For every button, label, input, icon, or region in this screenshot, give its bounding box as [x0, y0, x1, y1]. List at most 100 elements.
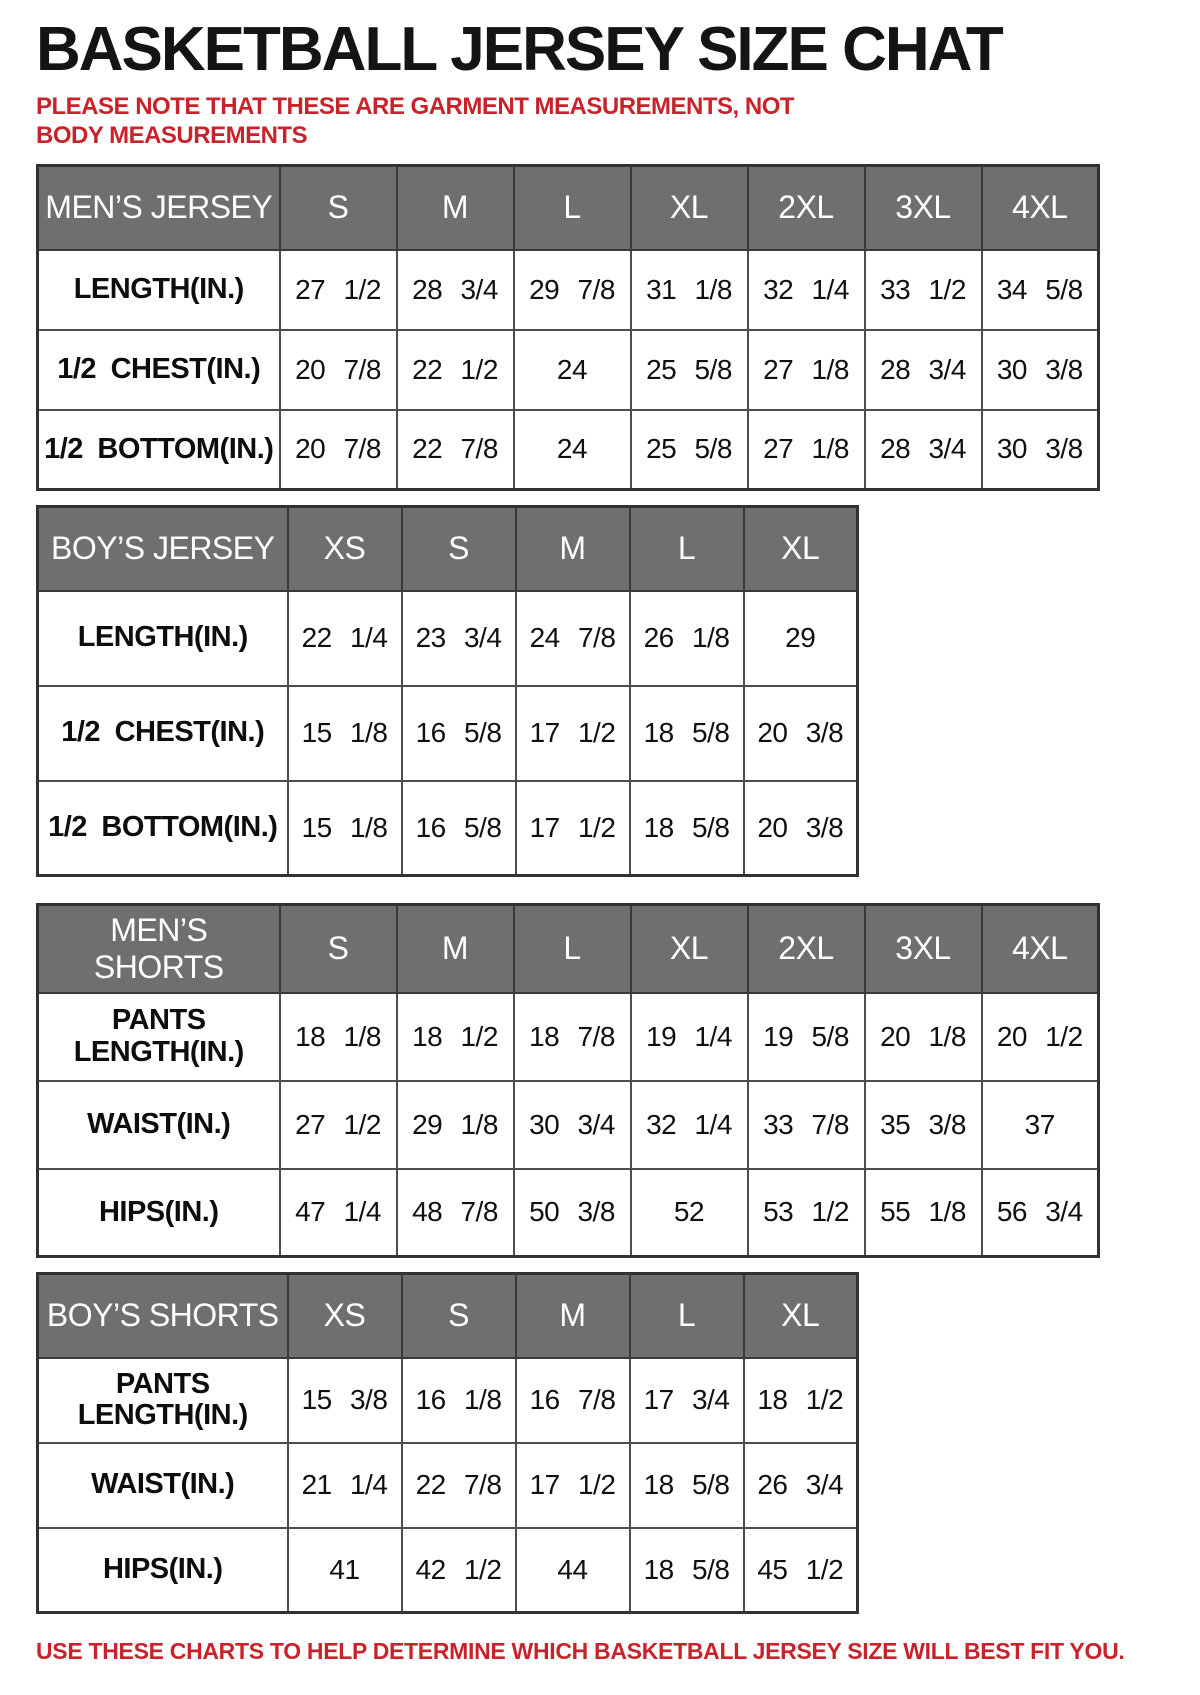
measurement-value-cell: 18 1/8 — [278, 991, 398, 1082]
size-header-cell: L — [512, 164, 632, 251]
measurement-label-cell: 1/2 CHEST(IN.) — [36, 328, 281, 411]
measurement-row: LENGTH(IN.) 27 1/2 28 3/4 29 7/8 31 1/8 32 1/… — [36, 248, 1100, 331]
measurement-row: HIPS(IN.) 47 1/4 48 7/8 50 3/8 52 53 1/2 55 1/… — [36, 1167, 1100, 1258]
measurement-value-cell: 35 3/8 — [863, 1079, 983, 1170]
measurement-row: PANTS LENGTH(IN.) 18 1/8 18 1/2 18 7/8 19 1/… — [36, 991, 1100, 1082]
measurement-value-cell: 20 3/8 — [742, 684, 859, 782]
size-header-cell: 4XL — [980, 164, 1100, 251]
measurement-value-cell: 19 5/8 — [746, 991, 866, 1082]
measurement-row: WAIST(IN.) 27 1/2 29 1/8 30 3/4 32 1/4 33 7/8… — [36, 1079, 1100, 1170]
measurement-value-cell: 28 3/4 — [395, 248, 515, 331]
size-header-cell: XL — [629, 164, 749, 251]
measurement-row: LENGTH(IN.) 22 1/4 23 3/4 24 7/8 26 1/8 29 — [36, 589, 859, 687]
measurement-value-cell: 44 — [514, 1526, 631, 1614]
measurement-value-cell: 29 — [742, 589, 859, 687]
tables-container: MEN’S JERSEY S M L XL 2XL 3XL 4XL LENGTH(IN.) 27 … — [36, 164, 1170, 1614]
measurement-value-cell: 18 5/8 — [628, 1526, 745, 1614]
table-title-cell: MEN’S SHORTS — [36, 903, 281, 994]
measurement-value-cell: 28 3/4 — [863, 408, 983, 491]
measurement-value-cell: 30 3/4 — [512, 1079, 632, 1170]
table-title-cell: BOY’S SHORTS — [36, 1272, 289, 1359]
size-header-cell: XS — [286, 1272, 403, 1359]
measurement-row: 1/2 CHEST(IN.) 15 1/8 16 5/8 17 1/2 18 5/8 20… — [36, 684, 859, 782]
measurement-value-cell: 47 1/4 — [278, 1167, 398, 1258]
size-header-cell: L — [628, 505, 745, 592]
measurement-value-cell: 15 1/8 — [286, 684, 403, 782]
size-header-cell: 2XL — [746, 164, 866, 251]
measurement-label-cell: 1/2 CHEST(IN.) — [36, 684, 289, 782]
header-row: BOY’S SHORTS XS S M L XL — [36, 1272, 859, 1359]
measurement-value-cell: 22 1/2 — [395, 328, 515, 411]
measurement-value-cell: 17 1/2 — [514, 684, 631, 782]
measurement-value-cell: 16 1/8 — [400, 1356, 517, 1444]
size-header-cell: XL — [742, 505, 859, 592]
size-header-cell: XL — [629, 903, 749, 994]
measurement-value-cell: 15 1/8 — [286, 779, 403, 877]
measurement-row: 1/2 CHEST(IN.) 20 7/8 22 1/2 24 25 5/8 27 1/8… — [36, 328, 1100, 411]
size-header-cell: XS — [286, 505, 403, 592]
measurement-label-cell: HIPS(IN.) — [36, 1167, 281, 1258]
page-title: BASKETBALL JERSEY SIZE CHAT — [36, 15, 1004, 84]
measurement-value-cell: 18 5/8 — [628, 684, 745, 782]
size-header-cell: S — [278, 903, 398, 994]
header-row: MEN’S SHORTS S M L XL 2XL 3XL 4XL — [36, 903, 1100, 994]
measurement-label-cell: LENGTH(IN.) — [36, 589, 289, 687]
measurement-value-cell: 18 1/2 — [395, 991, 515, 1082]
size-header-cell: 4XL — [980, 903, 1100, 994]
size-table-mens-shorts: MEN’S SHORTS S M L XL 2XL 3XL 4XL PANTS LENGTH(I… — [36, 903, 1100, 1258]
measurement-row: 1/2 BOTTOM(IN.) 20 7/8 22 7/8 24 25 5/8 27 1/… — [36, 408, 1100, 491]
measurement-value-cell: 45 1/2 — [742, 1526, 859, 1614]
size-header-cell: M — [514, 1272, 631, 1359]
measurement-value-cell: 42 1/2 — [400, 1526, 517, 1614]
measurement-value-cell: 48 7/8 — [395, 1167, 515, 1258]
measurement-value-cell: 24 7/8 — [514, 589, 631, 687]
measurement-value-cell: 20 3/8 — [742, 779, 859, 877]
measurement-value-cell: 20 1/8 — [863, 991, 983, 1082]
measurement-value-cell: 22 1/4 — [286, 589, 403, 687]
measurement-row: 1/2 BOTTOM(IN.) 15 1/8 16 5/8 17 1/2 18 5/8 2… — [36, 779, 859, 877]
size-header-cell: S — [400, 1272, 517, 1359]
measurement-value-cell: 18 5/8 — [628, 779, 745, 877]
header-row: MEN’S JERSEY S M L XL 2XL 3XL 4XL — [36, 164, 1100, 251]
measurement-value-cell: 33 7/8 — [746, 1079, 866, 1170]
measurement-label-cell: 1/2 BOTTOM(IN.) — [36, 408, 281, 491]
size-header-cell: 3XL — [863, 903, 983, 994]
measurement-value-cell: 34 5/8 — [980, 248, 1100, 331]
measurement-value-cell: 20 1/2 — [980, 991, 1100, 1082]
measurement-value-cell: 19 1/4 — [629, 991, 749, 1082]
measurement-label-cell: PANTS LENGTH(IN.) — [36, 1356, 289, 1444]
measurement-value-cell: 15 3/8 — [286, 1356, 403, 1444]
measurement-value-cell: 56 3/4 — [980, 1167, 1100, 1258]
measurement-row: WAIST(IN.) 21 1/4 22 7/8 17 1/2 18 5/8 26 3/4 — [36, 1441, 859, 1529]
measurement-value-cell: 32 1/4 — [746, 248, 866, 331]
measurement-value-cell: 50 3/8 — [512, 1167, 632, 1258]
measurement-row: PANTS LENGTH(IN.) 15 3/8 16 1/8 16 7/8 17 3/… — [36, 1356, 859, 1444]
measurement-value-cell: 25 5/8 — [629, 408, 749, 491]
measurement-value-cell: 33 1/2 — [863, 248, 983, 331]
measurement-value-cell: 30 3/8 — [980, 408, 1100, 491]
measurement-value-cell: 17 1/2 — [514, 779, 631, 877]
measurement-value-cell: 16 5/8 — [400, 684, 517, 782]
garment-measurements-note: PLEASE NOTE THAT THESE ARE GARMENT MEASU… — [36, 93, 795, 149]
measurement-value-cell: 23 3/4 — [400, 589, 517, 687]
measurement-value-cell: 16 7/8 — [514, 1356, 631, 1444]
size-header-cell: L — [628, 1272, 745, 1359]
size-header-cell: S — [278, 164, 398, 251]
measurement-value-cell: 18 7/8 — [512, 991, 632, 1082]
measurement-value-cell: 18 1/2 — [742, 1356, 859, 1444]
measurement-value-cell: 41 — [286, 1526, 403, 1614]
size-header-cell: 3XL — [863, 164, 983, 251]
measurement-value-cell: 17 3/4 — [628, 1356, 745, 1444]
measurement-value-cell: 31 1/8 — [629, 248, 749, 331]
measurement-value-cell: 16 5/8 — [400, 779, 517, 877]
measurement-value-cell: 24 — [512, 408, 632, 491]
measurement-value-cell: 22 7/8 — [400, 1441, 517, 1529]
size-header-cell: L — [512, 903, 632, 994]
measurement-value-cell: 18 5/8 — [628, 1441, 745, 1529]
size-table-boys-jersey: BOY’S JERSEY XS S M L XL LENGTH(IN.) 22 1/4 23 3… — [36, 505, 859, 877]
size-table-mens-jersey: MEN’S JERSEY S M L XL 2XL 3XL 4XL LENGTH(IN.) 27 … — [36, 164, 1100, 491]
size-header-cell: 2XL — [746, 903, 866, 994]
size-header-cell: XL — [742, 1272, 859, 1359]
size-header-cell: M — [514, 505, 631, 592]
